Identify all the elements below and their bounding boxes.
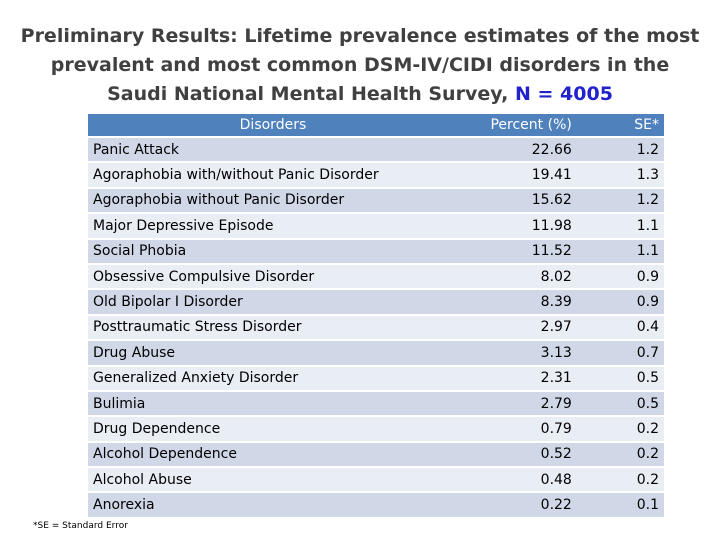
percent-value: 2.97 (457, 315, 577, 340)
table-row: Panic Attack 22.66 1.2 (88, 138, 664, 162)
percent-value: 15.62 (457, 188, 577, 213)
disorder-name: Old Bipolar I Disorder (88, 290, 458, 314)
se-value: 0.4 (576, 315, 664, 340)
table-header-row: Disorders Percent (%) SE* (88, 114, 664, 136)
percent-value: 11.52 (457, 239, 577, 263)
percent-value: 2.79 (457, 391, 577, 416)
se-value: 0.1 (576, 493, 664, 517)
se-value: 1.2 (576, 188, 664, 213)
table-row: Drug Dependence 0.79 0.2 (88, 417, 664, 441)
header-disorders: Disorders (88, 114, 458, 136)
footnote: *SE = Standard Error (33, 521, 128, 531)
disorder-name: Alcohol Abuse (88, 468, 458, 492)
table-row: Major Depressive Episode 11.98 1.1 (88, 214, 664, 238)
disorder-name: Agoraphobia with/without Panic Disorder (88, 163, 458, 187)
percent-value: 8.39 (457, 290, 577, 314)
se-value: 0.2 (576, 442, 664, 467)
disorder-name: Generalized Anxiety Disorder (88, 366, 458, 390)
percent-value: 19.41 (457, 163, 577, 187)
se-value: 0.2 (576, 417, 664, 441)
table-row: Drug Abuse 3.13 0.7 (88, 341, 664, 365)
header-se: SE* (576, 114, 664, 136)
percent-value: 2.31 (457, 366, 577, 390)
table-row: Obsessive Compulsive Disorder 8.02 0.9 (88, 264, 664, 289)
se-value: 1.2 (576, 138, 664, 162)
se-value: 1.1 (576, 214, 664, 238)
percent-value: 0.79 (457, 417, 577, 441)
disorder-name: Obsessive Compulsive Disorder (88, 264, 458, 289)
table-row: Posttraumatic Stress Disorder 2.97 0.4 (88, 315, 664, 340)
se-value: 0.7 (576, 341, 664, 365)
table-row: Old Bipolar I Disorder 8.39 0.9 (88, 290, 664, 314)
table-body: Panic Attack 22.66 1.2 Agoraphobia with/wit… (88, 138, 664, 517)
sample-size: N = 4005 (514, 83, 613, 105)
table-row: Bulimia 2.79 0.5 (88, 391, 664, 416)
se-value: 0.9 (576, 264, 664, 289)
percent-value: 0.48 (457, 468, 577, 492)
table-row: Anorexia 0.22 0.1 (88, 493, 664, 517)
disorder-name: Alcohol Dependence (88, 442, 458, 467)
disorder-name: Posttraumatic Stress Disorder (88, 315, 458, 340)
percent-value: 22.66 (457, 138, 577, 162)
table-row: Alcohol Abuse 0.48 0.2 (88, 468, 664, 492)
disorder-name: Bulimia (88, 391, 458, 416)
percent-value: 11.98 (457, 214, 577, 238)
percent-value: 0.52 (457, 442, 577, 467)
disorder-name: Major Depressive Episode (88, 214, 458, 238)
table-row: Social Phobia 11.52 1.1 (88, 239, 664, 263)
disorder-name: Anorexia (88, 493, 458, 517)
percent-value: 0.22 (457, 493, 577, 517)
disorder-name: Panic Attack (88, 138, 458, 162)
disorder-name: Drug Abuse (88, 341, 458, 365)
percent-value: 8.02 (457, 264, 577, 289)
se-value: 0.2 (576, 468, 664, 492)
disorder-name: Drug Dependence (88, 417, 458, 441)
header-percent: Percent (%) (457, 114, 577, 136)
title-text: Preliminary Results: Lifetime prevalence… (20, 25, 700, 105)
se-value: 1.1 (576, 239, 664, 263)
table-row: Generalized Anxiety Disorder 2.31 0.5 (88, 366, 664, 390)
percent-value: 3.13 (457, 341, 577, 365)
prevalence-table: Disorders Percent (%) SE* Panic Attack 22… (88, 112, 664, 519)
slide-title: Preliminary Results: Lifetime prevalence… (20, 22, 700, 109)
se-value: 0.9 (576, 290, 664, 314)
table-row: Alcohol Dependence 0.52 0.2 (88, 442, 664, 467)
disorder-name: Agoraphobia without Panic Disorder (88, 188, 458, 213)
se-value: 0.5 (576, 366, 664, 390)
table-row: Agoraphobia without Panic Disorder 15.62 1… (88, 188, 664, 213)
se-value: 1.3 (576, 163, 664, 187)
disorder-name: Social Phobia (88, 239, 458, 263)
se-value: 0.5 (576, 391, 664, 416)
table-row: Agoraphobia with/without Panic Disorder 1… (88, 163, 664, 187)
